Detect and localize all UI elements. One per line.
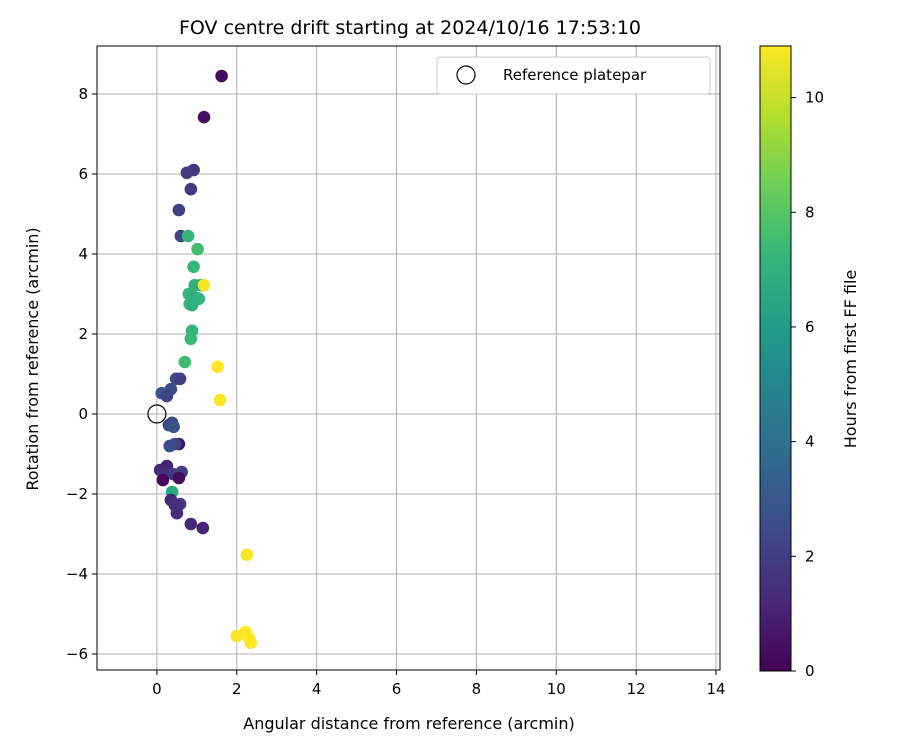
y-axis-label: Rotation from reference (arcmin)	[23, 227, 42, 490]
data-point	[187, 260, 200, 274]
y-tick-label: −6	[66, 645, 88, 663]
legend-marker	[456, 65, 476, 85]
data-point	[213, 393, 227, 407]
x-axis: 0 2 4 6 8 10 12 14	[152, 670, 726, 698]
plot-frame	[96, 45, 721, 671]
x-axis-label: Angular distance from reference (arcmin)	[243, 714, 574, 733]
colorbar: 0 2 4 6 8 10 Hours from first FF file	[759, 45, 860, 680]
plot-area	[96, 45, 721, 671]
x-tick-label: 6	[392, 680, 402, 698]
y-axis: −6 −4 −2 0 2 4 6 8	[66, 85, 97, 663]
y-tick-label: 6	[78, 165, 88, 183]
data-point	[240, 548, 254, 562]
data-point	[163, 439, 176, 453]
data-point	[184, 517, 198, 531]
x-tick-label: 2	[232, 680, 242, 698]
data-point	[178, 355, 192, 369]
data-point	[185, 298, 199, 312]
x-tick-label: 8	[472, 680, 482, 698]
legend-box	[436, 56, 711, 95]
chart-title: FOV centre drift starting at 2024/10/16 …	[179, 17, 641, 39]
colorbar-tick-label: 10	[805, 89, 824, 107]
y-tick-label: −2	[66, 485, 88, 503]
data-point	[170, 506, 184, 520]
legend-label: Reference platepar	[503, 66, 647, 84]
colorbar-tick-label: 4	[805, 433, 815, 451]
y-tick-label: −4	[66, 565, 88, 583]
reference-platepar-marker	[147, 404, 167, 424]
data-point	[184, 332, 198, 346]
data-point	[191, 242, 204, 256]
data-point	[173, 372, 187, 386]
y-tick-label: 2	[78, 325, 88, 343]
data-point	[181, 229, 195, 243]
x-tick-label: 12	[627, 680, 646, 698]
legend: Reference platepar	[436, 56, 711, 95]
y-tick-label: 4	[78, 245, 88, 263]
data-point	[180, 166, 194, 180]
y-tick-label: 0	[78, 405, 88, 423]
colorbar-ticks: 0 2 4 6 8 10	[791, 89, 824, 680]
y-tick-label: 8	[78, 85, 88, 103]
data-point	[244, 636, 258, 650]
data-point	[167, 420, 180, 434]
data-point	[211, 360, 224, 374]
x-tick-label: 4	[312, 680, 322, 698]
x-tick-label: 10	[547, 680, 566, 698]
x-tick-label: 0	[152, 680, 162, 698]
data-point	[197, 278, 211, 292]
colorbar-tick-label: 2	[805, 547, 815, 565]
data-point	[215, 69, 228, 83]
data-point	[184, 182, 198, 196]
data-point	[230, 629, 244, 643]
x-tick-label: 14	[706, 680, 725, 698]
data-point	[196, 521, 210, 535]
data-point	[160, 389, 174, 403]
colorbar-tick-label: 8	[805, 203, 815, 221]
colorbar-tick-label: 6	[805, 318, 815, 336]
colorbar-gradient	[759, 45, 792, 672]
data-point	[172, 471, 186, 485]
colorbar-tick-label: 0	[805, 662, 815, 680]
data-point	[197, 110, 211, 124]
data-point	[156, 473, 170, 487]
colorbar-label: Hours from first FF file	[841, 270, 860, 449]
data-point	[172, 203, 186, 217]
